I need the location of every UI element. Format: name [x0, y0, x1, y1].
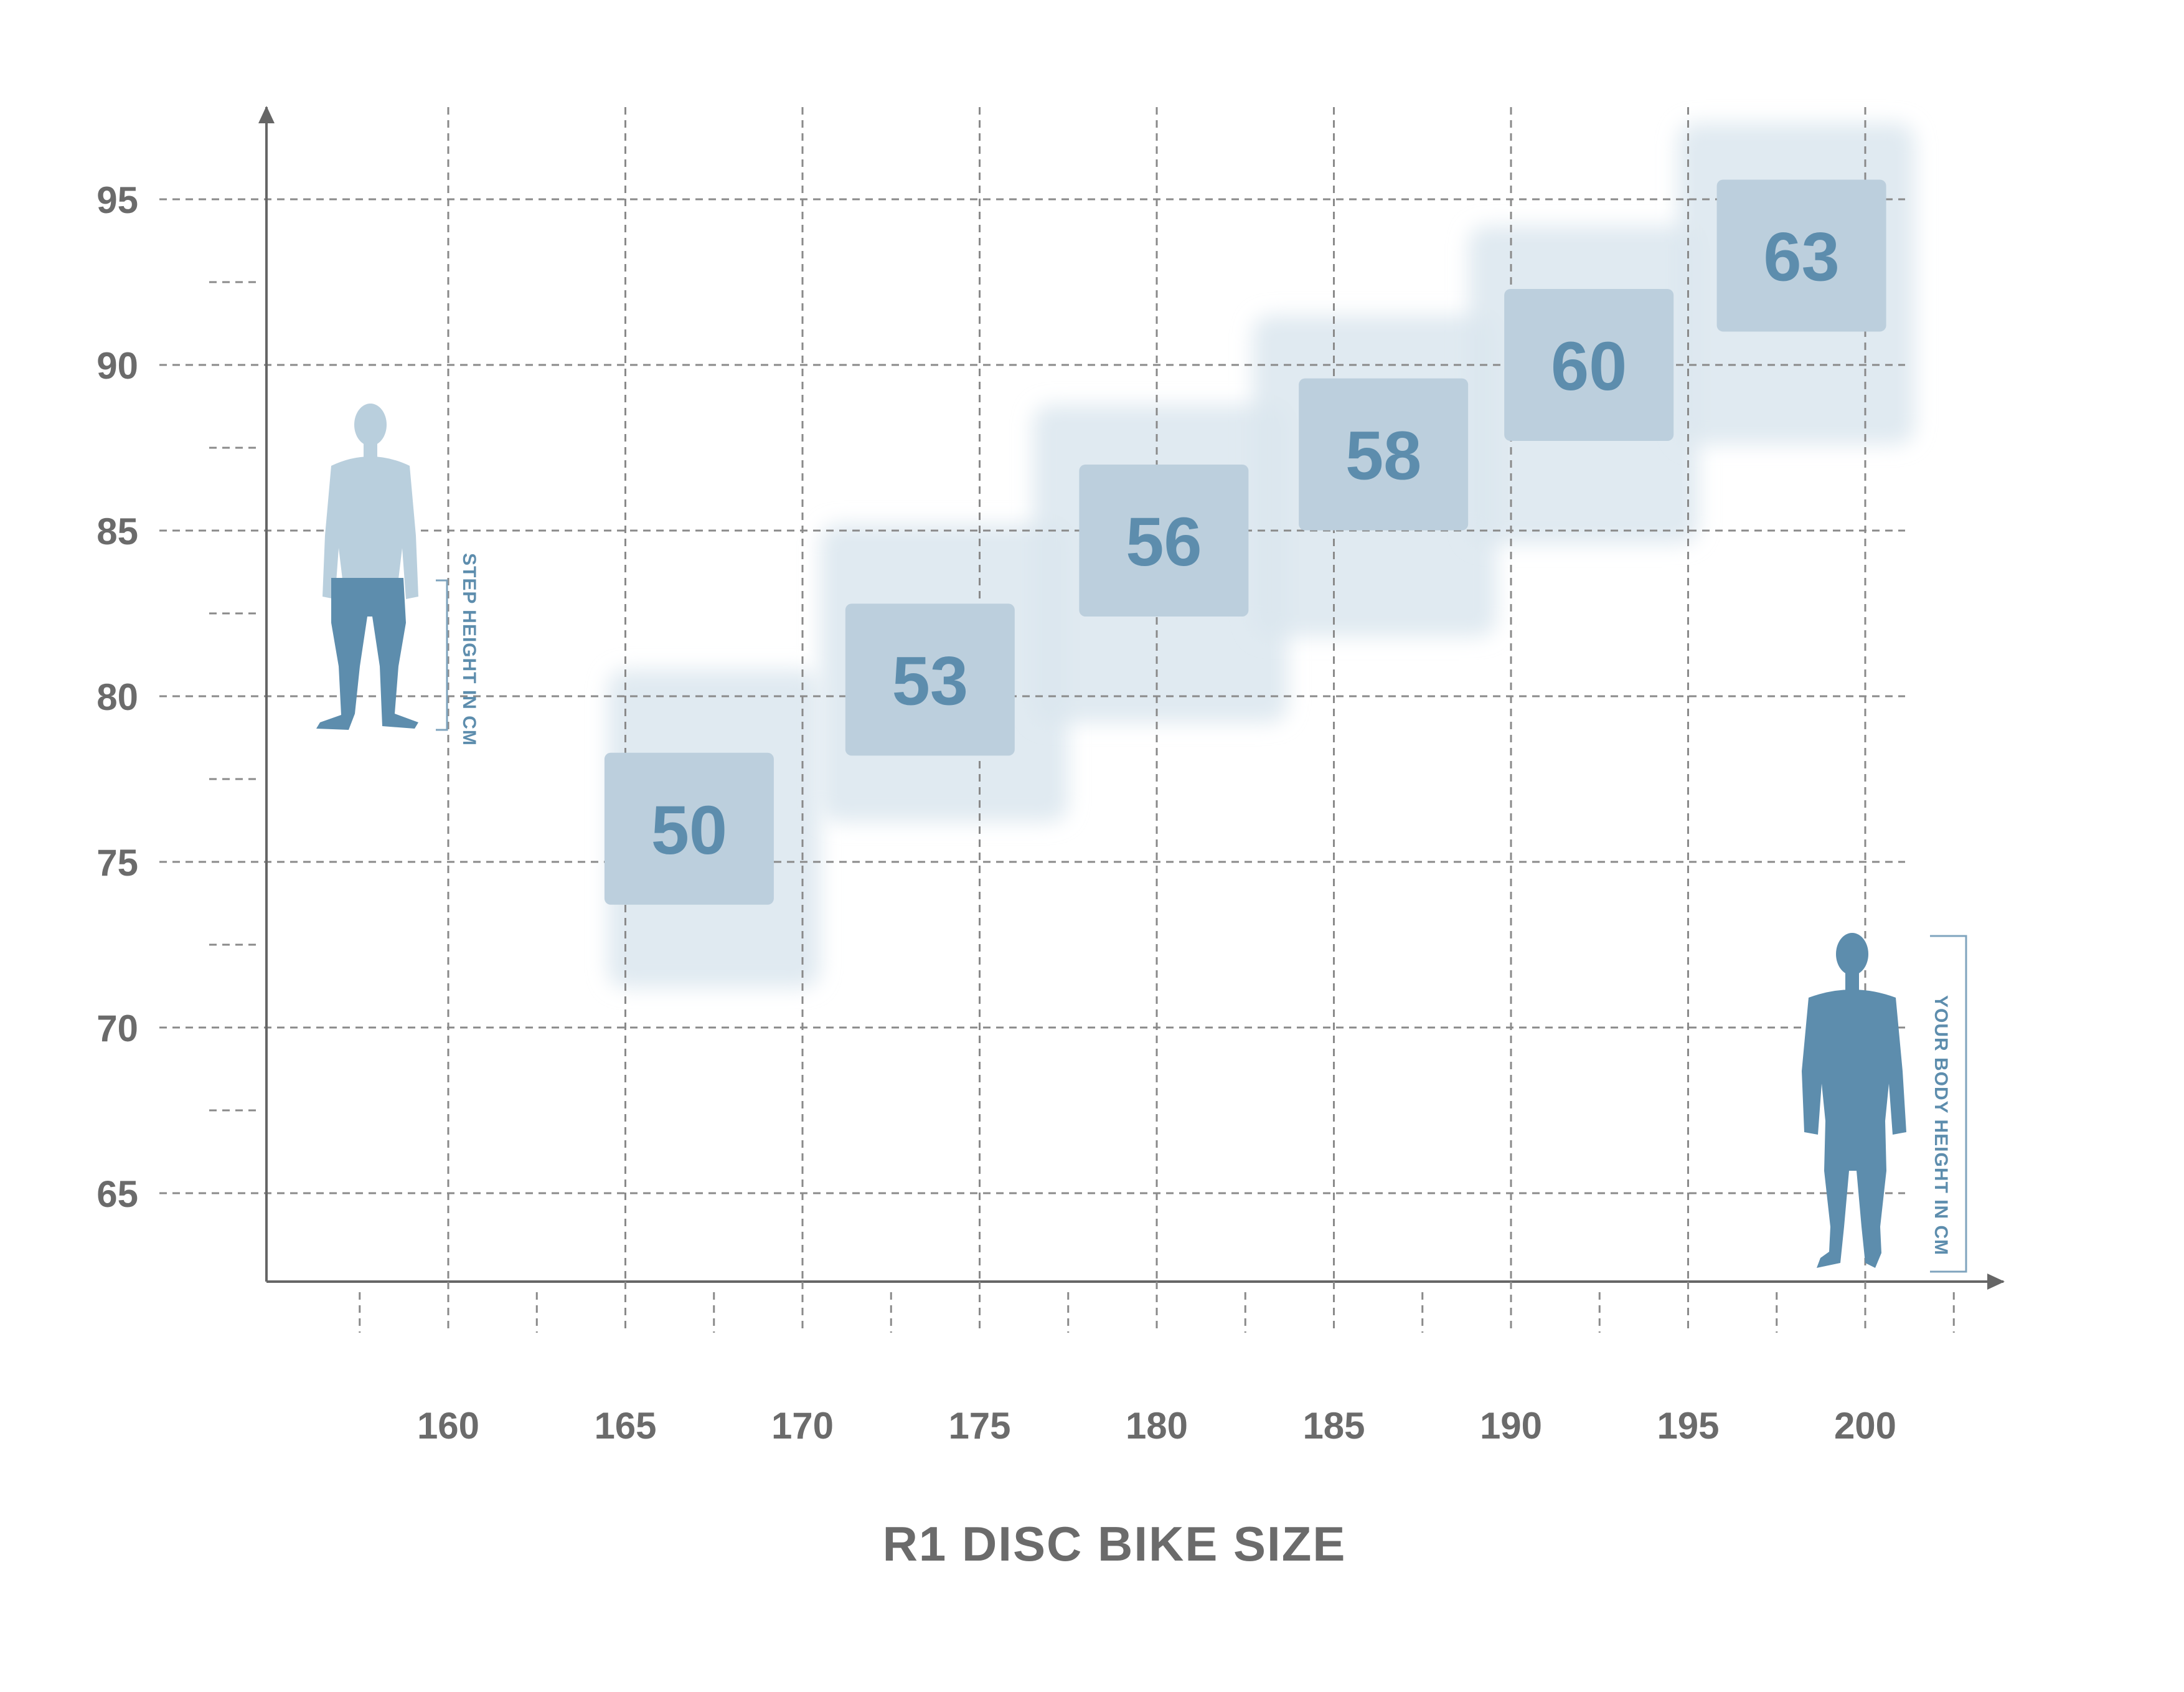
size-label: 58	[1345, 418, 1421, 494]
y-tick-label: 90	[96, 345, 138, 387]
size-box	[1716, 179, 1886, 332]
axes	[258, 106, 2005, 1290]
y-tick-label: 95	[96, 179, 138, 221]
body-height-figure-icon	[1802, 933, 1906, 1268]
x-tick-label: 195	[1657, 1405, 1719, 1447]
x-tick-label: 170	[771, 1405, 834, 1447]
y-tick-label: 80	[96, 676, 138, 718]
x-tick-label: 180	[1126, 1405, 1188, 1447]
step-height-figure-icon	[316, 404, 448, 731]
size-box	[604, 752, 774, 905]
chart-title: R1 DISC BIKE SIZE	[883, 1516, 1347, 1571]
y-tick-label: 85	[96, 511, 138, 552]
x-tick-label: 190	[1480, 1405, 1542, 1447]
size-label: 63	[1763, 219, 1839, 295]
x-tick-label: 175	[948, 1405, 1010, 1447]
size-label: 50	[651, 792, 727, 869]
size-label: 53	[892, 643, 968, 719]
x-tick-label: 160	[417, 1405, 479, 1447]
x-axis-arrow	[1987, 1274, 2005, 1290]
y-tick-label: 65	[96, 1173, 138, 1215]
x-axis-ticks: 160 165 170 175 180 185 190 195 200	[359, 1282, 1955, 1447]
y-axis-arrow	[258, 106, 275, 123]
size-boxes: 50 53 56 58 60 63	[604, 179, 1886, 905]
step-height-label: STEP HEIGHT IN CM	[459, 553, 479, 746]
size-box	[845, 603, 1015, 756]
size-box	[1504, 289, 1674, 441]
size-box	[1299, 378, 1469, 531]
x-tick-label: 165	[594, 1405, 656, 1447]
x-tick-label: 200	[1834, 1405, 1896, 1447]
y-axis-ticks: 65 70 75 80 85 90 95	[96, 179, 261, 1215]
body-height-label: YOUR BODY HEIGHT IN CM	[1931, 995, 1951, 1255]
size-label: 56	[1126, 504, 1202, 580]
body-height-bracket	[1930, 935, 1967, 1273]
y-tick-label: 75	[96, 842, 138, 884]
size-label: 60	[1551, 328, 1627, 405]
x-tick-label: 185	[1302, 1405, 1365, 1447]
y-tick-label: 70	[96, 1008, 138, 1049]
size-box	[1079, 464, 1249, 617]
